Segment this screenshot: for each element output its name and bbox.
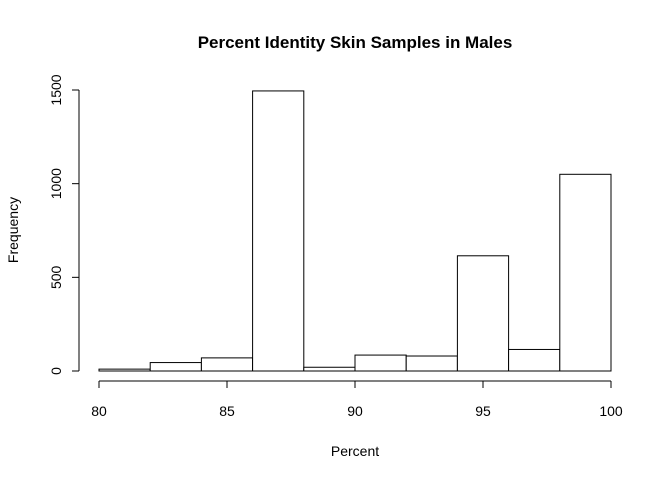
- histogram-bar-4: [303, 366, 356, 372]
- histogram-bar-8: [508, 348, 561, 372]
- x-tick-label: 100: [599, 403, 623, 419]
- histogram-bar-6: [405, 355, 458, 372]
- x-axis: 80 85 90 95 100: [91, 380, 623, 419]
- histogram-bar-3: [252, 90, 305, 372]
- x-axis-label: Percent: [331, 443, 379, 459]
- bars-group: [98, 90, 612, 372]
- y-tick-label: 1000: [48, 168, 64, 199]
- histogram-bar-1: [149, 362, 202, 372]
- y-tick-label: 1500: [48, 74, 64, 105]
- histogram-bar-0: [98, 368, 151, 372]
- chart-title: Percent Identity Skin Samples in Males: [198, 33, 513, 52]
- y-tick-label: 0: [48, 367, 64, 375]
- x-tick-label: 80: [91, 403, 107, 419]
- histogram-bar-7: [456, 255, 510, 372]
- x-tick-label: 95: [475, 403, 491, 419]
- y-tick-label: 500: [48, 265, 64, 289]
- histogram-bar-9: [559, 173, 612, 372]
- y-axis-label: Frequency: [5, 197, 21, 263]
- x-tick-label: 90: [347, 403, 363, 419]
- histogram-bar-2: [200, 357, 254, 372]
- x-tick-label: 85: [219, 403, 235, 419]
- y-axis: 0 500 1000 1500: [48, 74, 80, 375]
- histogram-bar-5: [354, 354, 407, 372]
